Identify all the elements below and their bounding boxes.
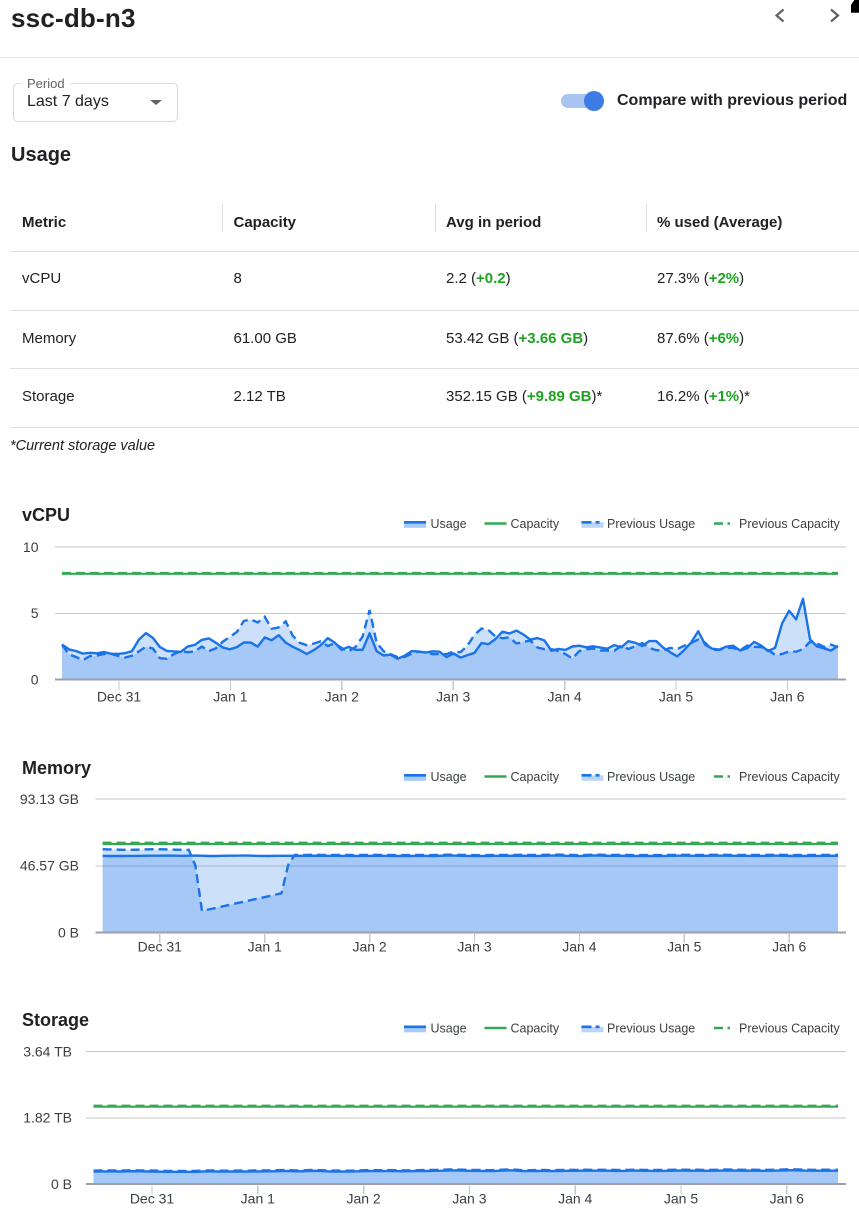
svg-text:93.13 GB: 93.13 GB [20,791,79,807]
svg-text:vCPU: vCPU [22,505,70,525]
svg-text:Dec 31: Dec 31 [138,939,183,955]
svg-text:Previous Usage: Previous Usage [607,1022,695,1036]
svg-text:Previous Capacity: Previous Capacity [739,1022,840,1036]
svg-text:Jan 2: Jan 2 [352,939,386,955]
svg-text:Jan 3: Jan 3 [452,1191,486,1207]
svg-text:Capacity: Capacity [511,1022,560,1036]
svg-text:3.64 TB: 3.64 TB [23,1043,72,1059]
svg-text:1.82 TB: 1.82 TB [23,1110,72,1126]
svg-text:Jan 6: Jan 6 [770,1191,804,1207]
svg-text:Jan 6: Jan 6 [772,939,806,955]
svg-text:Memory: Memory [22,758,91,778]
svg-text:Jan 4: Jan 4 [562,939,596,955]
svg-text:Jan 5: Jan 5 [659,689,693,705]
svg-text:Storage: Storage [22,1010,89,1030]
svg-text:Dec 31: Dec 31 [97,689,142,705]
svg-text:Jan 4: Jan 4 [547,689,581,705]
svg-text:Jan 1: Jan 1 [213,689,247,705]
svg-text:10: 10 [23,539,39,555]
svg-text:Jan 5: Jan 5 [664,1191,698,1207]
svg-text:Previous Capacity: Previous Capacity [739,517,840,531]
svg-text:Previous Usage: Previous Usage [607,770,695,784]
svg-text:Jan 4: Jan 4 [558,1191,592,1207]
svg-text:5: 5 [31,605,39,621]
svg-text:Capacity: Capacity [511,517,560,531]
svg-text:Previous Usage: Previous Usage [607,517,695,531]
svg-text:Jan 2: Jan 2 [346,1191,380,1207]
svg-text:0 B: 0 B [58,924,79,940]
svg-text:Previous Capacity: Previous Capacity [739,770,840,784]
svg-text:Jan 1: Jan 1 [248,939,282,955]
svg-text:Capacity: Capacity [511,770,560,784]
svg-text:Usage: Usage [431,1022,467,1036]
svg-text:Jan 2: Jan 2 [325,689,359,705]
svg-text:Usage: Usage [431,770,467,784]
svg-text:Jan 3: Jan 3 [436,689,470,705]
svg-text:0 B: 0 B [51,1176,72,1192]
svg-text:Usage: Usage [431,517,467,531]
svg-text:Jan 5: Jan 5 [667,939,701,955]
svg-text:0: 0 [31,671,39,687]
svg-text:46.57 GB: 46.57 GB [20,858,79,874]
svg-text:Jan 6: Jan 6 [770,689,804,705]
svg-text:Jan 1: Jan 1 [241,1191,275,1207]
svg-text:Dec 31: Dec 31 [130,1191,175,1207]
svg-text:Jan 3: Jan 3 [457,939,491,955]
